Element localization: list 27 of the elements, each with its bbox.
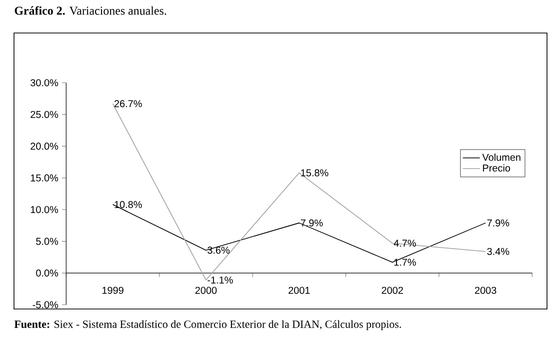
data-label: 3.6% bbox=[208, 246, 230, 254]
y-tick-label: 30.0% bbox=[30, 79, 58, 86]
data-label: 10.8% bbox=[114, 201, 142, 208]
legend-label: Volumen bbox=[482, 154, 520, 161]
data-label: 1.7% bbox=[394, 258, 416, 266]
x-tick-label: 2000 bbox=[195, 286, 217, 294]
data-label: 4.7% bbox=[394, 240, 416, 247]
data-label: -1.1% bbox=[208, 276, 233, 284]
y-tick-label: 5.0% bbox=[36, 238, 58, 245]
data-label: 26.7% bbox=[114, 100, 142, 108]
y-tick-label: 20.0% bbox=[30, 142, 58, 150]
y-tick-label: 0.0% bbox=[36, 270, 58, 277]
data-label: 7.9% bbox=[300, 219, 323, 226]
x-tick-label: 2002 bbox=[382, 286, 403, 294]
legend-label: Precio bbox=[483, 164, 510, 172]
y-tick-label: 25.0% bbox=[30, 110, 58, 118]
y-tick-label: -5.0% bbox=[32, 301, 58, 308]
data-label: 7.9% bbox=[487, 219, 510, 226]
y-tick-label: 10.0% bbox=[30, 206, 58, 214]
y-tick-label: 15.0% bbox=[30, 174, 58, 182]
text: Fuente: Siex - Sistema Estadístico de Comercio Exterior de la DIAN, Cálculos propios. bbox=[14, 320, 401, 330]
data-label: 15.8% bbox=[301, 169, 328, 176]
chart-title: Gráfico 2. Variaciones anuales. bbox=[14, 6, 166, 15]
x-tick-label: 2001 bbox=[288, 286, 310, 294]
x-tick-label: 1999 bbox=[102, 286, 124, 294]
data-label: 3.4% bbox=[487, 248, 510, 255]
x-tick-label: 2003 bbox=[474, 286, 496, 294]
